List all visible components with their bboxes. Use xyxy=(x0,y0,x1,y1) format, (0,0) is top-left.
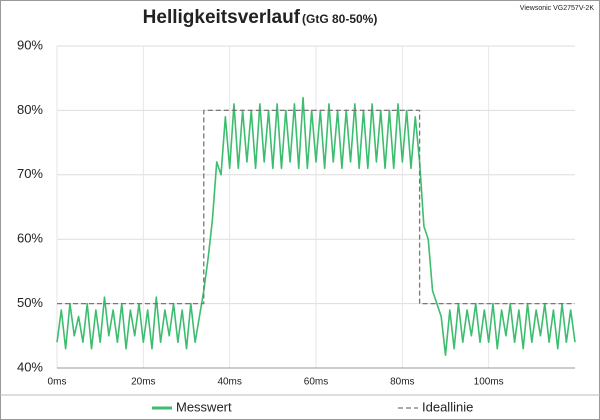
y-tick-label: 90% xyxy=(17,37,43,52)
x-tick-label: 40ms xyxy=(217,377,241,388)
chart-subtitle: (GtG 80-50%) xyxy=(302,12,377,26)
annotation: Viewsonic VG2757V-2K xyxy=(520,5,595,12)
y-tick-label: 60% xyxy=(17,231,43,246)
data-line xyxy=(56,96,576,356)
x-tick-label: 100ms xyxy=(474,377,504,388)
x-tick-label: 20ms xyxy=(131,377,155,388)
data-line xyxy=(57,109,575,305)
chart-title: Helligkeitsverlauf xyxy=(143,7,301,28)
y-tick-label: 70% xyxy=(17,166,43,181)
y-tick-label: 50% xyxy=(17,295,43,310)
x-tick-label: 60ms xyxy=(304,377,328,388)
y-tick-label: 80% xyxy=(17,102,43,117)
legend-label: Messwert xyxy=(176,399,232,414)
legend-label: Ideallinie xyxy=(422,399,473,414)
y-tick-label: 40% xyxy=(17,359,43,374)
x-tick-label: 80ms xyxy=(390,377,414,388)
x-tick-label: 0ms xyxy=(48,377,67,388)
